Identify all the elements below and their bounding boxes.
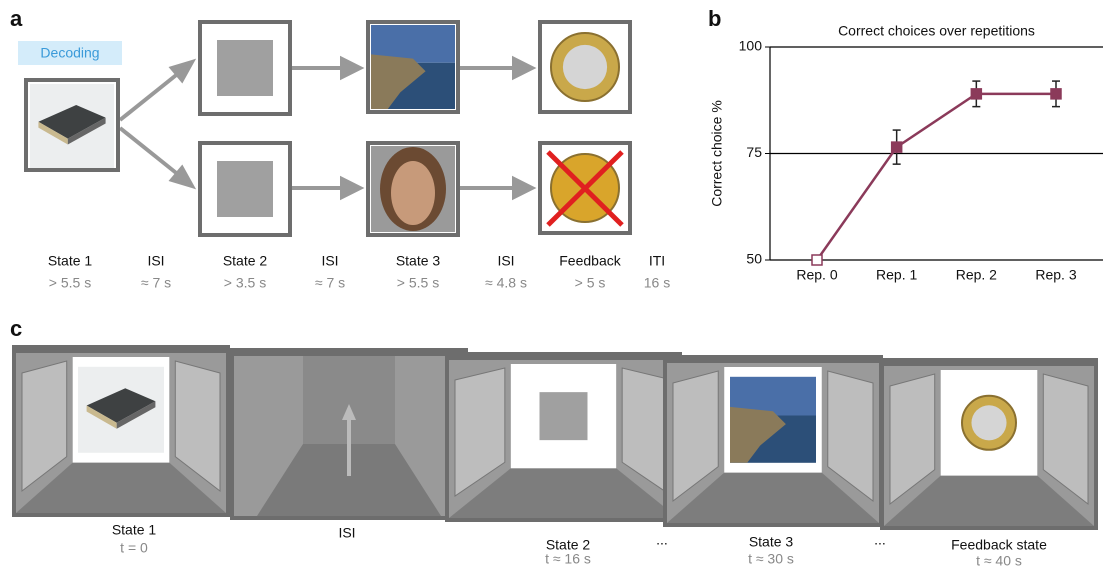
- chart-title: Correct choices over repetitions: [838, 23, 1035, 39]
- gray-square: [540, 392, 588, 440]
- panel-b: Correct choices over repetitions Correct …: [709, 23, 1103, 283]
- coin-center: [563, 45, 607, 89]
- marker: [812, 255, 822, 265]
- step-duration: ≈ 7 s: [315, 275, 345, 291]
- x-tick-label: Rep. 1: [876, 267, 917, 283]
- room: [230, 348, 468, 520]
- ellipsis: ...: [874, 532, 886, 548]
- step-name: State 3: [396, 253, 441, 269]
- step-duration: > 5.5 s: [397, 275, 439, 291]
- marker: [1051, 89, 1061, 99]
- frame-name: State 1: [112, 522, 157, 538]
- figure: a b c Decoding State 1 > 5.5 s ISI ≈ 7 s Sta…: [0, 0, 1105, 568]
- frame-name: ISI: [338, 525, 355, 541]
- tag: Decoding: [40, 45, 99, 61]
- step-name: State 2: [223, 253, 268, 269]
- y-axis-label: Correct choice %: [709, 100, 725, 207]
- panel-label: a: [10, 6, 23, 31]
- y-tick-label: 75: [746, 144, 762, 160]
- frame-time: t ≈ 40 s: [976, 553, 1022, 568]
- coin-center: [971, 405, 1006, 440]
- step-duration: 16 s: [644, 275, 670, 291]
- frame-time: t = 0: [120, 540, 148, 556]
- line: [817, 94, 1056, 260]
- arrows: [120, 59, 532, 197]
- y-tick-label: 100: [739, 38, 763, 54]
- step-duration: > 5 s: [575, 275, 606, 291]
- step-name: ISI: [321, 253, 338, 269]
- marker: [892, 142, 902, 152]
- step-name: ISI: [147, 253, 164, 269]
- step-name: ITI: [649, 253, 665, 269]
- room: [445, 352, 682, 522]
- y-tick-label: 50: [746, 251, 762, 267]
- marker: [971, 89, 981, 99]
- step-name: Feedback: [559, 253, 621, 269]
- step-name: ISI: [497, 253, 514, 269]
- face-skin: [391, 161, 435, 225]
- gray-square: [217, 40, 273, 96]
- frame-time: t ≈ 30 s: [748, 551, 794, 567]
- room: [880, 358, 1098, 530]
- step-duration: > 3.5 s: [224, 275, 266, 291]
- ellipsis: ...: [656, 532, 668, 548]
- frame-name: Feedback state: [951, 537, 1047, 553]
- gray-square: [217, 161, 273, 217]
- x-tick-label: Rep. 3: [1035, 267, 1076, 283]
- room: [12, 345, 230, 517]
- step-duration: ≈ 7 s: [141, 275, 171, 291]
- step-name: State 1: [48, 253, 93, 269]
- frame-time: t ≈ 16 s: [545, 551, 591, 567]
- panel-label: b: [708, 6, 721, 31]
- step-duration: ≈ 4.8 s: [485, 275, 527, 291]
- x-tick-label: Rep. 0: [796, 267, 837, 283]
- x-tick-label: Rep. 2: [956, 267, 997, 283]
- frame-name: State 3: [749, 534, 794, 550]
- step-duration: > 5.5 s: [49, 275, 91, 291]
- panel-label: c: [10, 316, 22, 341]
- room: [663, 355, 883, 527]
